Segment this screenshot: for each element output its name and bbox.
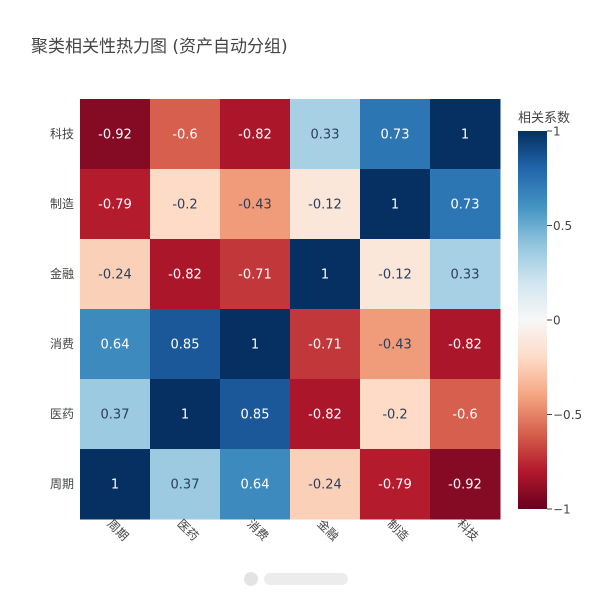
heatmap-cell — [150, 239, 221, 310]
cell-value-label: -0.79 — [98, 198, 132, 213]
heatmap-cell — [360, 449, 431, 520]
cell-value-label: 1 — [181, 408, 189, 423]
cell-value-label: -0.82 — [448, 338, 482, 353]
y-tick-label: 科技 — [50, 127, 74, 141]
cell-value-label: -0.2 — [382, 408, 407, 423]
heatmap-cell — [80, 169, 151, 240]
x-tick-label: 金融 — [314, 516, 342, 544]
cell-value-label: 1 — [461, 128, 469, 143]
heatmap-cell — [80, 239, 151, 310]
cell-value-label: 0.85 — [171, 338, 200, 353]
cell-value-label: -0.6 — [452, 408, 477, 423]
cell-value-label: -0.79 — [378, 478, 412, 493]
heatmap-cell — [150, 449, 221, 520]
cell-value-label: -0.71 — [308, 338, 342, 353]
cell-value-label: 0.73 — [381, 128, 410, 143]
heatmap-cell — [360, 169, 431, 240]
heatmap-cell — [290, 99, 361, 170]
heatmap-cell — [360, 309, 431, 380]
watermark-logo-icon — [244, 572, 258, 586]
heatmap-cell — [220, 99, 291, 170]
cell-value-label: 0.64 — [101, 338, 130, 353]
heatmap-cell — [220, 309, 291, 380]
x-tick-label: 周期 — [104, 517, 131, 544]
heatmap-cell — [150, 309, 221, 380]
y-tick-label: 周期 — [50, 477, 74, 491]
heatmap-cell — [220, 379, 291, 450]
heatmap-cell — [150, 379, 221, 450]
cell-value-label: -0.92 — [98, 128, 132, 143]
cell-value-label: -0.24 — [98, 268, 132, 283]
x-tick-label: 消费 — [244, 517, 271, 544]
colorbar-tick-label: 0 — [553, 314, 561, 328]
x-tick-label: 制造 — [384, 517, 411, 544]
heatmap-cell — [430, 379, 501, 450]
x-tick-label: 医药 — [174, 517, 201, 544]
y-tick-label: 医药 — [50, 407, 74, 421]
cell-value-label: 1 — [111, 478, 119, 493]
cell-value-label: -0.12 — [378, 268, 412, 283]
heatmap-cell — [290, 309, 361, 380]
x-tick-label: 科技 — [454, 517, 481, 544]
heatmap-cell — [430, 449, 501, 520]
cell-value-label: -0.82 — [238, 128, 272, 143]
heatmap-cell — [80, 309, 151, 380]
heatmap-cell — [220, 449, 291, 520]
colorbar-tick-label: −1 — [553, 503, 571, 517]
cell-value-label: -0.82 — [308, 408, 342, 423]
cell-value-label: -0.43 — [238, 198, 272, 213]
cell-value-label: 1 — [251, 338, 259, 353]
colorbar-tick-label: −0.5 — [553, 408, 582, 422]
heatmap-cell — [430, 99, 501, 170]
heatmap-cell — [290, 239, 361, 310]
y-tick-label: 消费 — [50, 337, 74, 351]
cell-value-label: -0.6 — [172, 128, 197, 143]
heatmap-cell — [360, 239, 431, 310]
heatmap-cell — [290, 379, 361, 450]
heatmap-cell — [430, 239, 501, 310]
heatmap-cell — [290, 169, 361, 240]
heatmap-cell — [150, 99, 221, 170]
cell-value-label: -0.2 — [172, 198, 197, 213]
cell-value-label: -0.92 — [448, 478, 482, 493]
cell-value-label: 1 — [391, 198, 399, 213]
cell-value-label: 1 — [321, 268, 329, 283]
colorbar-gradient — [518, 131, 547, 509]
cell-value-label: 0.37 — [101, 408, 130, 423]
colorbar-tick-label: 0.5 — [553, 219, 572, 233]
heatmap-cell — [220, 169, 291, 240]
cell-value-label: -0.24 — [308, 478, 342, 493]
heatmap-cell — [360, 379, 431, 450]
watermark — [244, 572, 348, 586]
heatmap-cell — [150, 169, 221, 240]
cell-value-label: 0.33 — [451, 268, 480, 283]
colorbar-title: 相关系数 — [518, 111, 570, 126]
chart-title: 聚类相关性热力图 (资产自动分组) — [31, 37, 288, 57]
cell-value-label: 0.37 — [171, 478, 200, 493]
cell-value-label: -0.43 — [378, 338, 412, 353]
heatmap-cell — [430, 309, 501, 380]
cell-value-label: 0.64 — [241, 478, 270, 493]
heatmap-cell — [430, 169, 501, 240]
cell-value-label: 0.85 — [241, 408, 270, 423]
y-tick-label: 金融 — [50, 266, 74, 281]
heatmap-cell — [290, 449, 361, 520]
cell-value-label: 0.73 — [451, 198, 480, 213]
heatmap-cell — [360, 99, 431, 170]
heatmap-cell — [80, 379, 151, 450]
colorbar-tick-label: 1 — [553, 125, 561, 139]
heatmap-cell — [80, 99, 151, 170]
watermark-text-placeholder — [264, 573, 348, 585]
heatmap-cell — [220, 239, 291, 310]
cell-value-label: -0.71 — [238, 268, 272, 283]
cell-value-label: -0.82 — [168, 268, 202, 283]
cell-value-label: 0.33 — [311, 128, 340, 143]
cell-value-label: -0.12 — [308, 198, 342, 213]
y-tick-label: 制造 — [50, 197, 74, 211]
heatmap-cell — [80, 449, 151, 520]
